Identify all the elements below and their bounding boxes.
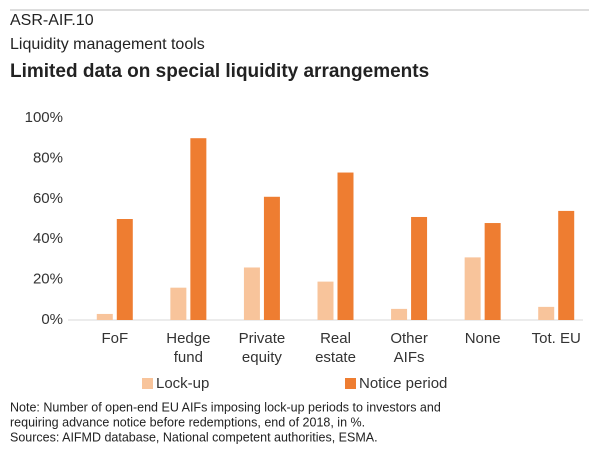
bar <box>337 172 354 320</box>
bar <box>538 306 555 320</box>
legend-label: Lock-up <box>156 375 209 392</box>
x-tick-label: equity <box>242 349 283 366</box>
bar <box>263 196 280 320</box>
x-tick-label: Private <box>239 330 286 347</box>
bar <box>96 313 113 320</box>
y-tick-label: 60% <box>33 190 63 207</box>
bar <box>391 308 408 320</box>
bar <box>484 223 501 320</box>
x-tick-label: Hedge <box>166 330 210 347</box>
legend-label: Notice period <box>359 375 447 392</box>
y-tick-label: 20% <box>33 271 63 288</box>
bar <box>190 138 207 320</box>
x-tick-label: estate <box>315 349 356 366</box>
note: Note: Number of open-end EU AIFs imposin… <box>10 400 441 414</box>
x-tick-label: None <box>465 330 501 347</box>
bar <box>116 219 133 320</box>
bar <box>243 267 260 320</box>
y-tick-label: 100% <box>25 109 63 126</box>
x-tick-label: AIFs <box>394 349 425 366</box>
x-tick-label: FoF <box>101 330 128 347</box>
legend-swatch <box>345 378 356 389</box>
x-tick-label: Other <box>390 330 428 347</box>
chart-subtitle: Liquidity management tools <box>10 36 205 53</box>
x-tick-label: fund <box>174 349 203 366</box>
y-tick-label: 0% <box>41 311 63 328</box>
bar <box>317 281 334 320</box>
note: requiring advance notice before redempti… <box>10 415 365 429</box>
y-tick-label: 80% <box>33 149 63 166</box>
chart-code: ASR-AIF.10 <box>10 12 94 29</box>
legend-swatch <box>142 378 153 389</box>
bar <box>464 257 481 320</box>
x-tick-label: Tot. EU <box>532 330 581 347</box>
note: Sources: AIFMD database, National compet… <box>10 430 378 444</box>
x-tick-label: Real <box>320 330 351 347</box>
bar <box>170 287 187 320</box>
y-tick-label: 40% <box>33 230 63 247</box>
chart-title: Limited data on special liquidity arrang… <box>10 61 429 82</box>
bar <box>411 216 428 320</box>
bar <box>558 210 575 320</box>
